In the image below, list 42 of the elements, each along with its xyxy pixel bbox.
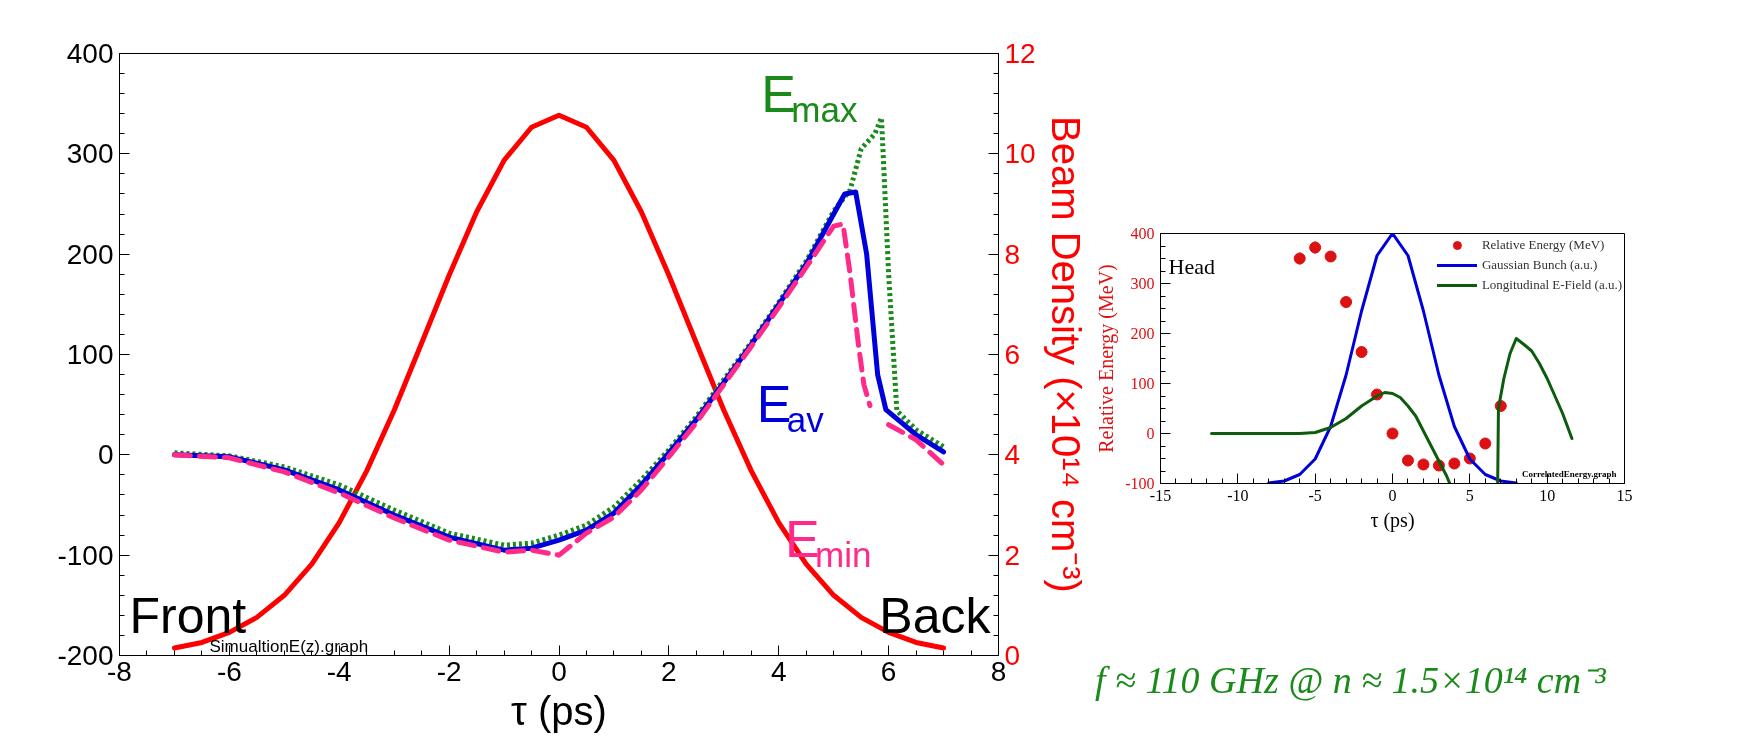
y-tick-label: 300 [1130,275,1155,292]
y2-tick-label: 12 [1004,38,1036,69]
legend-label: Longitudinal E-Field (a.u.) [1481,277,1622,293]
legend-label: Gaussian Bunch (a.u.) [1481,257,1598,273]
y-tick-label: 300 [66,138,114,170]
legend-label: Relative Energy (MeV) [1481,237,1605,253]
y-axis-title: Relative Energy (MeV) [1095,264,1119,453]
y-tick-label: 0 [1146,425,1155,442]
y-tick-label: 0 [97,439,114,471]
x-tick-label: 0 [1388,486,1397,504]
y-tick-label: -100 [57,539,114,571]
y2-tick-label: 2 [1004,539,1021,571]
y2-tick-label: 10 [1004,138,1036,170]
y2-tick-label: 8 [1004,238,1021,270]
annotation: Back [879,587,992,644]
x-tick-label: -10 [1227,486,1249,504]
x-tick-label: 15 [1616,486,1633,504]
x-tick-label: -5 [1308,486,1322,504]
x-tick-label: 2 [661,655,677,687]
y-tick-label: 100 [66,339,114,370]
y2-tick-label: 4 [1004,439,1021,471]
x-axis-title: τ (ps) [511,688,607,733]
x-tick-label: 5 [1465,486,1474,504]
x-tick-label: 0 [551,655,567,687]
y-tick-label: 200 [66,238,114,270]
y2-tick-label: 6 [1004,339,1021,370]
annotation: Head [1168,253,1215,279]
x-tick-label: 4 [770,655,787,687]
x-axis-title: τ (ps) [1370,508,1415,532]
y-tick-label: 400 [66,38,114,69]
y-tick-label: 100 [1130,375,1155,392]
x-tick-label: 6 [880,655,897,687]
y-tick-label: 400 [1130,225,1155,242]
y-tick-label: 200 [1130,325,1155,342]
y-tick-label: -100 [1125,475,1155,492]
x-tick-label: -6 [216,655,242,687]
x-tick-label: -4 [326,655,352,687]
annotation: CorrelatedEnergy.graph [1521,468,1617,479]
x-tick-label: -2 [436,655,462,687]
text: f ≈ 110 GHz @ n ≈ 1.5×10¹⁴ cm⁻³ [1095,658,1606,703]
x-tick-label: 10 [1539,486,1556,504]
y2-axis-title: Beam Density (×10¹⁴ cm⁻³) [1043,116,1088,593]
